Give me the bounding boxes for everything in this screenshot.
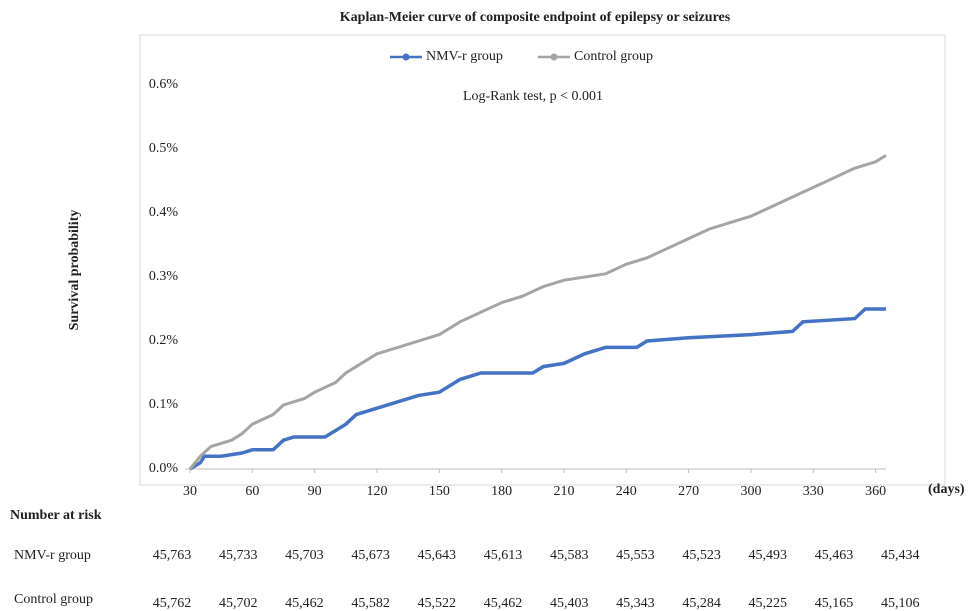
x-tick-label: 240: [616, 484, 637, 499]
y-tick-label: 0.0%: [149, 461, 179, 476]
risk-value: 45,613: [484, 548, 523, 563]
risk-value: 45,522: [418, 596, 457, 611]
y-tick-label: 0.2%: [149, 333, 179, 348]
y-tick-label: 0.5%: [149, 141, 179, 156]
risk-value: 45,493: [749, 548, 788, 563]
risk-value: 45,434: [881, 548, 920, 563]
x-tick-label: 210: [553, 484, 574, 499]
legend-label: Control group: [574, 49, 653, 64]
x-tick-label: 360: [865, 484, 886, 499]
risk-value: 45,673: [351, 548, 390, 563]
risk-value: 45,702: [219, 596, 258, 611]
risk-value: 45,733: [219, 548, 258, 563]
risk-row-label: Control group: [14, 592, 93, 607]
x-tick-label: 30: [183, 484, 197, 499]
x-tick-label: 270: [678, 484, 699, 499]
risk-value: 45,703: [285, 548, 324, 563]
y-tick-label: 0.1%: [149, 397, 179, 412]
x-tick-label: 150: [429, 484, 450, 499]
x-tick-label: 60: [245, 484, 259, 499]
risk-row-label: NMV-r group: [14, 548, 91, 563]
x-tick-label: 330: [803, 484, 824, 499]
x-axis-label: (days): [928, 482, 965, 497]
x-tick-label: 90: [308, 484, 322, 499]
risk-value: 45,523: [682, 548, 721, 563]
risk-value: 45,462: [285, 596, 324, 611]
x-tick-label: 120: [366, 484, 387, 499]
y-tick-label: 0.6%: [149, 77, 179, 92]
legend-label: NMV-r group: [426, 49, 503, 64]
y-tick-label: 0.4%: [149, 205, 179, 220]
risk-value: 45,582: [351, 596, 390, 611]
risk-value: 45,763: [153, 548, 192, 563]
risk-value: 45,463: [815, 548, 854, 563]
y-tick-label: 0.3%: [149, 269, 179, 284]
risk-value: 45,762: [153, 596, 192, 611]
risk-value: 45,284: [682, 596, 721, 611]
legend-marker: [550, 53, 558, 61]
series-line: [188, 154, 887, 470]
chart-title: Kaplan-Meier curve of composite endpoint…: [340, 10, 731, 25]
plot-frame: [139, 34, 946, 486]
risk-value: 45,462: [484, 596, 523, 611]
risk-title: Number at risk: [10, 508, 102, 523]
annotation: Log-Rank test, p < 0.001: [463, 89, 603, 104]
y-axis-label: Survival probability: [67, 210, 82, 331]
x-tick-label: 300: [740, 484, 761, 499]
risk-value: 45,165: [815, 596, 854, 611]
risk-value: 45,106: [881, 596, 920, 611]
risk-value: 45,553: [616, 548, 655, 563]
risk-value: 45,583: [550, 548, 589, 563]
risk-value: 45,643: [418, 548, 457, 563]
risk-value: 45,225: [749, 596, 788, 611]
x-tick-label: 180: [491, 484, 512, 499]
risk-value: 45,403: [550, 596, 589, 611]
legend-marker: [402, 53, 410, 61]
series-line: [189, 307, 886, 471]
risk-value: 45,343: [616, 596, 655, 611]
